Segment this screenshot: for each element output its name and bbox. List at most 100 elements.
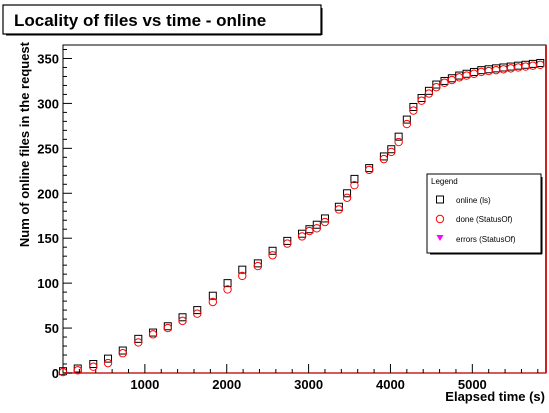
data-point-online <box>134 334 143 343</box>
data-point-online <box>424 86 433 95</box>
data-points <box>58 58 545 377</box>
legend-label-errors: errors (StatusOf) <box>456 235 516 244</box>
data-point-online <box>455 71 464 80</box>
y-tick-label: 0 <box>52 366 59 381</box>
data-point-done <box>506 64 515 73</box>
data-point-done <box>58 367 68 377</box>
legend-label-online: online (ls) <box>456 196 491 205</box>
data-point-done <box>528 61 538 70</box>
data-point-online <box>506 62 515 71</box>
data-point-online <box>402 115 411 124</box>
data-point-done <box>73 366 82 375</box>
data-point-online <box>387 145 396 154</box>
data-point-done <box>334 205 344 214</box>
data-point-online <box>193 306 202 315</box>
data-point-online <box>320 214 329 223</box>
data-point-online <box>462 69 471 78</box>
data-point-done <box>513 63 523 72</box>
data-point-done <box>447 75 457 85</box>
x-tick-label: 1000 <box>130 377 159 392</box>
legend-label-done: done (StatusOf) <box>456 215 513 224</box>
data-point-done <box>238 271 247 281</box>
y-tick-label: 350 <box>37 51 59 66</box>
data-point-online <box>394 132 403 141</box>
data-point-online <box>149 328 158 337</box>
data-point-done <box>394 137 403 147</box>
data-point-done <box>342 193 352 202</box>
data-point-online <box>343 189 352 198</box>
y-tick-label: 250 <box>37 141 59 156</box>
legend-marker-errors <box>436 235 444 241</box>
data-point-done <box>364 165 374 175</box>
data-point-done <box>379 154 389 164</box>
data-point-done <box>297 232 307 241</box>
data-point-online <box>521 60 530 69</box>
data-point-done <box>462 71 471 80</box>
legend: Legend online (ls) done (StatusOf) error… <box>426 173 543 255</box>
x-tick-label: 3000 <box>294 377 323 392</box>
data-point-done <box>477 67 486 77</box>
data-point-done <box>268 251 277 260</box>
data-point-done <box>536 60 545 69</box>
data-point-online <box>89 360 98 369</box>
data-point-online <box>477 66 486 75</box>
data-point-done <box>193 309 202 318</box>
data-point-online <box>178 313 187 322</box>
data-point-done <box>469 69 479 78</box>
data-point-done <box>491 65 501 75</box>
data-point-online <box>350 174 359 183</box>
data-point-done <box>103 358 113 368</box>
data-point-online <box>492 64 501 73</box>
data-point-done <box>320 217 330 227</box>
data-point-online <box>514 61 523 70</box>
data-point-online <box>409 103 418 112</box>
data-point-online <box>253 259 262 268</box>
chart-title-box: Locality of files vs time - online <box>2 4 323 36</box>
data-point-done <box>163 323 172 333</box>
axis-ticks: 0 50 100 150 200 250 300 350 1000 2000 3000 4000 500… <box>37 48 539 392</box>
data-point-online <box>484 65 493 74</box>
data-point-online <box>118 346 127 355</box>
data-point-online <box>365 164 374 173</box>
data-point-done <box>178 316 187 326</box>
data-point-online <box>417 94 426 103</box>
y-tick-label: 50 <box>45 321 59 336</box>
series-1 <box>58 60 545 377</box>
data-point-done <box>432 83 441 92</box>
data-point-online <box>432 80 441 89</box>
data-point-online <box>238 265 247 274</box>
data-point-online <box>298 229 307 238</box>
data-point-done <box>402 119 412 129</box>
data-point-done <box>440 78 449 87</box>
chart-title-frame <box>2 4 322 35</box>
y-axis-label: Num of online files in the request <box>17 41 32 247</box>
data-point-done <box>253 261 263 271</box>
data-point-done <box>521 62 530 71</box>
data-point-done <box>305 226 314 236</box>
y-tick-label: 150 <box>37 231 59 246</box>
data-point-done <box>223 285 232 294</box>
data-point-online <box>447 74 456 83</box>
data-point-online <box>104 354 113 363</box>
data-point-done <box>350 180 359 190</box>
data-point-done <box>417 96 426 105</box>
data-point-online <box>499 63 508 72</box>
data-point-online <box>268 246 277 255</box>
x-tick-label: 4000 <box>376 377 405 392</box>
data-point-online <box>469 67 478 76</box>
data-point-done <box>312 224 321 233</box>
data-point-online <box>283 236 292 245</box>
data-point-done <box>484 66 493 76</box>
y-tick-label: 300 <box>37 96 59 111</box>
data-point-online <box>536 58 545 67</box>
data-point-done <box>89 362 98 371</box>
legend-marker-online <box>436 195 444 204</box>
x-axis-label: Elapsed time (s) <box>445 389 545 404</box>
data-point-done <box>283 239 292 248</box>
data-point-online <box>208 291 217 300</box>
data-point-done <box>409 106 418 115</box>
data-point-done <box>118 349 127 358</box>
x-tick-label: 2000 <box>212 377 241 392</box>
data-point-online <box>440 76 449 85</box>
